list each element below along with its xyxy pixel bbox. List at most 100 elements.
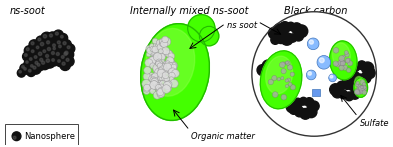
Circle shape xyxy=(158,53,164,60)
Circle shape xyxy=(162,62,169,69)
Circle shape xyxy=(160,60,165,65)
Circle shape xyxy=(168,53,174,59)
Circle shape xyxy=(348,71,360,83)
Circle shape xyxy=(44,57,55,68)
Circle shape xyxy=(337,81,346,90)
Circle shape xyxy=(162,75,168,81)
Text: Nanosphere: Nanosphere xyxy=(24,132,75,141)
Circle shape xyxy=(163,61,170,67)
Circle shape xyxy=(153,56,160,64)
Circle shape xyxy=(147,47,154,54)
Circle shape xyxy=(356,81,359,85)
Circle shape xyxy=(281,69,286,74)
Circle shape xyxy=(354,89,360,94)
Circle shape xyxy=(53,44,55,47)
Circle shape xyxy=(308,72,311,75)
Circle shape xyxy=(161,49,167,55)
Circle shape xyxy=(51,42,60,52)
Circle shape xyxy=(330,75,333,78)
Circle shape xyxy=(357,61,366,70)
Circle shape xyxy=(162,72,169,79)
Circle shape xyxy=(143,73,151,80)
Circle shape xyxy=(285,85,288,88)
Circle shape xyxy=(20,64,29,72)
Circle shape xyxy=(158,84,165,90)
Circle shape xyxy=(300,108,311,119)
Circle shape xyxy=(361,88,365,92)
Circle shape xyxy=(329,74,336,82)
Circle shape xyxy=(274,24,285,35)
Circle shape xyxy=(151,78,158,86)
Circle shape xyxy=(170,70,178,77)
Text: Internally mixed ns-soot: Internally mixed ns-soot xyxy=(130,6,249,16)
Ellipse shape xyxy=(260,51,302,109)
Circle shape xyxy=(157,69,165,77)
Circle shape xyxy=(333,61,338,66)
Circle shape xyxy=(293,98,303,108)
Circle shape xyxy=(358,89,363,94)
Circle shape xyxy=(350,90,360,99)
Circle shape xyxy=(274,56,286,68)
Circle shape xyxy=(151,76,156,81)
Circle shape xyxy=(64,56,74,66)
Circle shape xyxy=(59,34,68,42)
Circle shape xyxy=(167,68,176,77)
Circle shape xyxy=(165,62,171,68)
Circle shape xyxy=(287,78,290,82)
Circle shape xyxy=(357,84,361,88)
Circle shape xyxy=(154,80,162,88)
Circle shape xyxy=(338,60,344,66)
Circle shape xyxy=(309,101,319,111)
Circle shape xyxy=(362,90,367,95)
Circle shape xyxy=(155,83,163,91)
Circle shape xyxy=(29,40,39,50)
Circle shape xyxy=(281,33,293,45)
Circle shape xyxy=(272,92,278,97)
Circle shape xyxy=(155,42,162,49)
Circle shape xyxy=(152,77,158,84)
Circle shape xyxy=(39,59,50,70)
Circle shape xyxy=(55,39,65,49)
Circle shape xyxy=(168,57,174,64)
Text: ns-soot: ns-soot xyxy=(10,6,46,16)
Circle shape xyxy=(46,54,49,57)
Circle shape xyxy=(299,97,307,105)
Circle shape xyxy=(38,56,48,66)
Circle shape xyxy=(164,76,170,82)
Circle shape xyxy=(160,39,168,47)
Circle shape xyxy=(357,91,361,95)
Circle shape xyxy=(27,68,35,76)
Circle shape xyxy=(36,50,48,61)
Circle shape xyxy=(309,40,314,44)
Circle shape xyxy=(352,63,360,71)
Circle shape xyxy=(153,64,162,72)
Circle shape xyxy=(153,53,159,58)
Circle shape xyxy=(166,57,174,65)
Circle shape xyxy=(155,79,162,85)
Circle shape xyxy=(305,98,314,107)
Circle shape xyxy=(170,79,178,88)
Circle shape xyxy=(19,71,21,73)
Circle shape xyxy=(360,80,365,85)
Circle shape xyxy=(160,38,165,44)
Circle shape xyxy=(157,43,165,51)
Circle shape xyxy=(280,59,292,70)
Circle shape xyxy=(62,50,72,61)
Circle shape xyxy=(144,67,151,74)
Circle shape xyxy=(61,35,63,38)
Circle shape xyxy=(151,75,157,81)
Circle shape xyxy=(35,62,44,71)
Circle shape xyxy=(24,59,32,67)
Circle shape xyxy=(286,64,295,73)
Circle shape xyxy=(317,56,331,69)
Circle shape xyxy=(24,54,27,56)
Circle shape xyxy=(330,84,341,95)
Circle shape xyxy=(151,74,159,81)
Circle shape xyxy=(152,75,157,81)
Circle shape xyxy=(169,72,175,79)
Circle shape xyxy=(286,22,295,30)
Circle shape xyxy=(294,31,303,41)
Circle shape xyxy=(54,50,64,61)
Circle shape xyxy=(268,27,280,39)
Circle shape xyxy=(151,56,159,64)
